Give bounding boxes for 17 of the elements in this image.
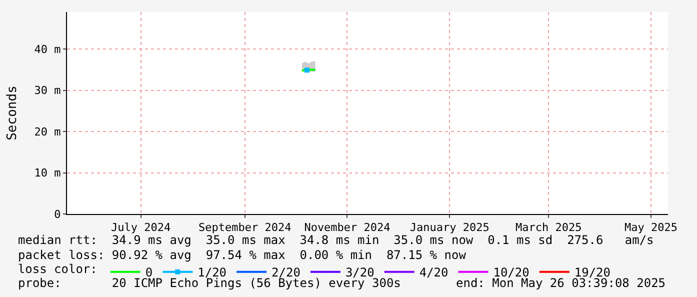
text: median rtt: 34.9 ms avg 35.0 ms max 34.8 ms min 35.0 ms now 0.1 ms sd 275.6 am/s bbox=[18, 233, 654, 247]
y-tick-label: 20 m bbox=[34, 125, 62, 138]
y-tick-label: 30 m bbox=[34, 84, 62, 98]
x-tick-label: May 2025 bbox=[624, 221, 678, 234]
x-tick-label: July 2024 bbox=[111, 221, 172, 234]
y-tick-label: 0 bbox=[54, 208, 61, 221]
legend-label: 3/20 bbox=[345, 266, 374, 280]
text: packet loss: 90.92 % avg 97.54 % max 0.00 % min 87.15 % now bbox=[18, 248, 467, 262]
x-tick-label: January 2025 bbox=[410, 221, 490, 234]
y-tick-label: 10 m bbox=[34, 166, 62, 180]
y-tick-label: 40 m bbox=[34, 42, 62, 56]
y-axis-title: Seconds bbox=[5, 86, 20, 140]
x-tick-label: March 2025 bbox=[515, 221, 582, 234]
legend-title: loss color: bbox=[18, 262, 98, 276]
x-tick-label: September 2024 bbox=[198, 221, 292, 234]
legend-label: 4/20 bbox=[419, 266, 448, 280]
x-tick-label: November 2024 bbox=[304, 221, 391, 234]
